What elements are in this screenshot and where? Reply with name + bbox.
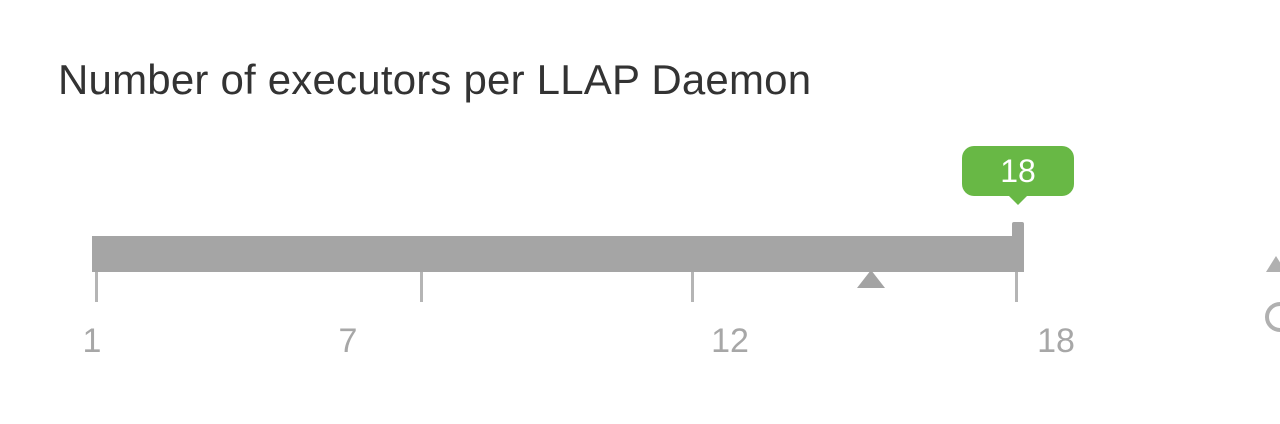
slider-fill: [92, 236, 1024, 272]
slider-tick-label: 12: [711, 322, 749, 360]
undo-icon[interactable]: [1262, 250, 1280, 340]
slider-tick: [420, 272, 423, 302]
slider-tick: [1015, 272, 1018, 302]
slider-tick-label: 1: [82, 322, 102, 360]
slider-tick-label: 18: [1037, 322, 1075, 360]
field-title: Number of executors per LLAP Daemon: [58, 56, 812, 103]
recommended-value-marker: [857, 270, 886, 288]
slider-tick: [691, 272, 694, 302]
slider-tick: [95, 272, 98, 302]
slider-value-tooltip: 18: [962, 146, 1074, 205]
slider-tick-label: 7: [338, 322, 358, 360]
slider-handle[interactable]: [1012, 222, 1024, 272]
